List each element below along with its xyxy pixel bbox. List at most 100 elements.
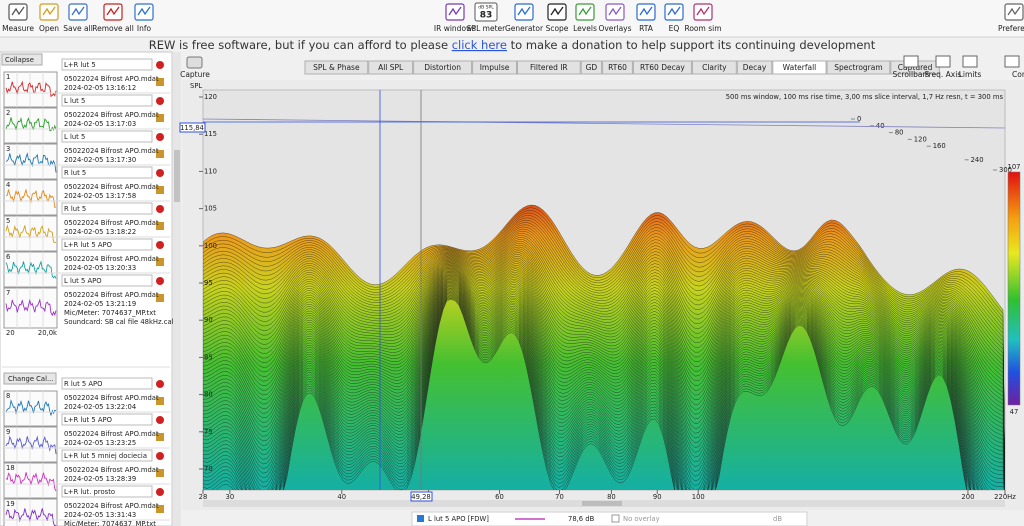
toolbar-button[interactable]: IR windows [434, 24, 476, 33]
measurement-name[interactable]: R lut 5 APO [64, 380, 103, 388]
tab[interactable] [691, 60, 737, 75]
toolbar-button[interactable]: RTA [639, 24, 654, 33]
x-scrollbar-thumb[interactable] [582, 501, 622, 506]
delete-button[interactable] [156, 416, 164, 424]
measurement-name[interactable]: L lut 5 [64, 133, 85, 141]
delete-button[interactable] [156, 277, 164, 285]
measurement-name[interactable]: R lut 5 [64, 205, 86, 213]
view-tool-icon[interactable] [1004, 55, 1020, 68]
delete-button[interactable] [156, 133, 164, 141]
tab[interactable] [580, 60, 603, 75]
name-field[interactable] [61, 485, 153, 498]
toolbar-button[interactable]: Measure [2, 24, 34, 33]
collapse-button[interactable] [1, 53, 43, 66]
view-tool[interactable]: Controls [1012, 70, 1024, 79]
tab[interactable] [413, 60, 473, 75]
name-field[interactable] [61, 202, 153, 215]
info-icon[interactable] [156, 114, 164, 122]
delete-button[interactable] [156, 205, 164, 213]
info-icon[interactable] [156, 294, 164, 302]
info-icon[interactable] [156, 222, 164, 230]
tab-label[interactable]: Spectrogram [834, 63, 882, 72]
name-field[interactable] [61, 449, 153, 462]
info-icon[interactable] [156, 433, 164, 441]
measurement-name[interactable]: L+R lut 5 [64, 61, 96, 69]
toolbar-button[interactable]: Overlays [598, 24, 631, 33]
collapse-label[interactable]: Collapse [5, 56, 34, 64]
measurement-name[interactable]: L+R lut 5 mniej dociecia [64, 452, 147, 460]
measurement-item[interactable]: 6 L+R lut 5 APO 05022024 Bifrost APO.mdat2… [2, 238, 170, 288]
view-tool[interactable]: Scrollbars [893, 70, 930, 79]
measurement-item[interactable]: 3 L lut 5 05022024 Bifrost APO.mdat2024-02… [2, 130, 170, 180]
overlay-checkbox[interactable] [611, 514, 620, 523]
info-icon[interactable] [156, 469, 164, 477]
tab[interactable] [472, 60, 518, 75]
measurement-name[interactable]: L+R lut 5 APO [64, 416, 112, 424]
sidebar-scrollbar[interactable] [173, 52, 181, 526]
measurement-name[interactable]: L lut 5 [64, 97, 85, 105]
measurement-name[interactable]: L lut 5 APO [64, 277, 102, 285]
tab[interactable] [368, 60, 414, 75]
tab[interactable] [602, 60, 633, 75]
delete-button[interactable] [156, 488, 164, 496]
measurement-name[interactable]: R lut 5 [64, 169, 86, 177]
measurement-item[interactable]: 18 L+R lut 5 mniej dociecia 05022024 Bifro… [2, 449, 170, 499]
name-field[interactable] [61, 238, 153, 251]
measurement-name[interactable]: L+R lut. prosto [64, 488, 115, 496]
view-tool[interactable]: Freq. Axis [925, 70, 961, 79]
change-cal-button[interactable] [3, 372, 57, 385]
delete-button[interactable] [156, 452, 164, 460]
toolbar-button[interactable]: Open [39, 24, 59, 33]
toolbar-button[interactable]: Preferences [998, 24, 1024, 33]
view-tool-icon[interactable] [962, 55, 978, 68]
change-cal-label[interactable]: Change Cal... [8, 375, 53, 383]
measurement-item[interactable]: 1 L+R lut 5 05022024 Bifrost APO.mdat2024-… [2, 58, 170, 108]
tab-label[interactable]: SPL & Phase [313, 63, 360, 72]
tab-label[interactable]: Decay [743, 63, 767, 72]
tab[interactable] [736, 60, 773, 75]
measurement-item[interactable]: 2 L lut 5 05022024 Bifrost APO.mdat2024-02… [2, 94, 170, 144]
toolbar-button[interactable]: Room sim [684, 24, 721, 33]
tab-label[interactable]: Clarity [702, 63, 727, 72]
delete-button[interactable] [156, 241, 164, 249]
toolbar-button[interactable]: SPL meter [467, 24, 506, 33]
view-tool-icon[interactable] [903, 55, 919, 68]
tab-label[interactable]: RT60 Decay [640, 63, 685, 72]
tab-label[interactable]: RT60 [608, 63, 627, 72]
legend-checkbox[interactable] [417, 515, 424, 522]
info-icon[interactable] [156, 258, 164, 266]
measurement-item[interactable]: 19 L+R lut. prosto 05022024 Bifrost APO.md… [2, 485, 170, 526]
tab[interactable] [517, 60, 581, 75]
info-icon[interactable] [156, 150, 164, 158]
tab[interactable] [304, 60, 369, 75]
tab-label[interactable]: Distortion [424, 63, 461, 72]
toolbar-button[interactable]: Levels [573, 24, 597, 33]
tab-label[interactable]: Waterfall [783, 63, 817, 72]
tab[interactable] [632, 60, 692, 75]
tab-label[interactable]: All SPL [378, 63, 404, 72]
info-icon[interactable] [156, 78, 164, 86]
toolbar-button[interactable]: Remove all [92, 24, 134, 33]
view-tool-icon[interactable] [935, 55, 951, 68]
name-field[interactable] [61, 166, 153, 179]
delete-button[interactable] [156, 97, 164, 105]
info-icon[interactable] [156, 397, 164, 405]
name-field[interactable] [61, 413, 153, 426]
toolbar-button[interactable]: Scope [546, 24, 569, 33]
delete-button[interactable] [156, 61, 164, 69]
tab-label[interactable]: GD [586, 63, 598, 72]
scrollbar-thumb[interactable] [174, 150, 180, 202]
capture-button[interactable]: Capture [180, 70, 210, 79]
delete-button[interactable] [156, 169, 164, 177]
name-field[interactable] [61, 130, 153, 143]
tab-label[interactable]: Impulse [480, 63, 510, 72]
measurement-item[interactable]: 9 L+R lut 5 APO 05022024 Bifrost APO.mdat2… [2, 413, 170, 463]
name-field[interactable] [61, 58, 153, 71]
info-icon[interactable] [156, 186, 164, 194]
toolbar-button[interactable]: Info [137, 24, 152, 33]
toolbar-button[interactable]: EQ [669, 24, 680, 33]
view-tool[interactable]: Limits [959, 70, 982, 79]
tab[interactable] [826, 60, 891, 75]
toolbar-button[interactable]: Generator [505, 24, 544, 33]
